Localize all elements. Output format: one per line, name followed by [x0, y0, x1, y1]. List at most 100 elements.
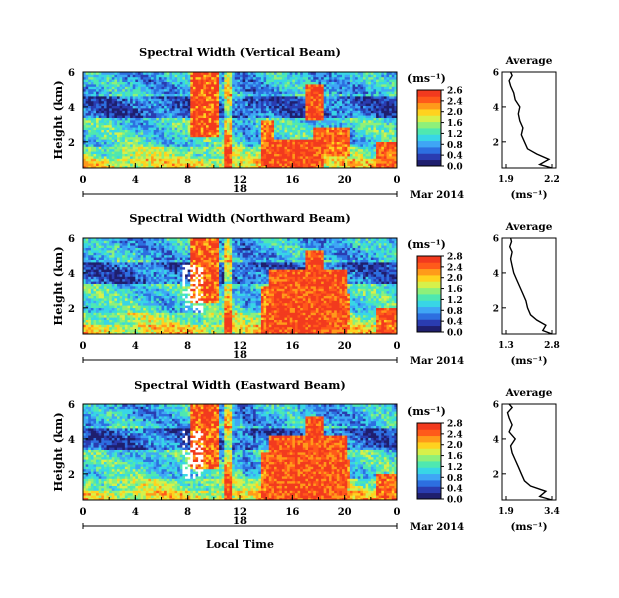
heatmap-cell [213, 122, 217, 126]
heatmap-cell [169, 127, 173, 130]
heatmap-cell [300, 115, 304, 118]
heatmap-cell [253, 79, 257, 82]
heatmap-cell [323, 98, 327, 102]
heatmap-cell [334, 74, 338, 78]
heatmap-cell [289, 156, 293, 159]
heatmap-cell [226, 134, 230, 138]
heatmap-cell [114, 100, 118, 104]
heatmap-cell [83, 163, 87, 166]
heatmap-cell [260, 163, 264, 166]
heatmap-cell [83, 146, 87, 150]
heatmap-cell [308, 132, 312, 135]
heatmap-cell [151, 115, 155, 118]
heatmap-cell [161, 127, 165, 130]
heatmap-cell [355, 100, 359, 104]
heatmap-cell [127, 93, 131, 97]
heatmap-cell [360, 129, 364, 133]
heatmap-cell [124, 132, 128, 135]
heatmap-cell [169, 81, 173, 85]
heatmap-cell [271, 156, 275, 159]
heatmap-cell [166, 129, 170, 133]
heatmap-cell [292, 72, 296, 75]
heatmap-cell [349, 96, 353, 99]
heatmap-cell [234, 153, 238, 157]
heatmap-cell [271, 144, 275, 147]
heatmap-cell [328, 81, 332, 85]
heatmap-cell [260, 110, 264, 114]
heatmap-cell [297, 98, 301, 102]
heatmap-cell [219, 124, 223, 128]
heatmap-cell [226, 108, 230, 111]
heatmap-cell [376, 108, 380, 111]
heatmap-cell [297, 136, 301, 140]
heatmap-cell [166, 100, 170, 104]
heatmap-cell [151, 72, 155, 75]
heatmap-cell [88, 319, 92, 323]
heatmap-cell [166, 117, 170, 121]
heatmap-cell [205, 93, 209, 97]
heatmap-cell [266, 153, 270, 157]
heatmap-cell [365, 158, 369, 162]
heatmap-cell [326, 146, 330, 150]
heatmap-cell [289, 124, 293, 128]
heatmap-cell [119, 84, 123, 87]
heatmap-cell [148, 98, 152, 102]
heatmap-cell [339, 81, 343, 85]
heatmap-cell [331, 139, 335, 142]
heatmap-cell [368, 93, 372, 97]
heatmap-cell [224, 144, 228, 147]
heatmap-cell [161, 158, 165, 162]
heatmap-cell [85, 72, 89, 75]
heatmap-cell [85, 122, 89, 126]
heatmap-cell [114, 115, 118, 118]
heatmap-cell [394, 163, 398, 166]
heatmap-cell [281, 74, 285, 78]
heatmap-cell [153, 134, 157, 138]
heatmap-cell [174, 117, 178, 121]
heatmap-cell [250, 96, 254, 99]
heatmap-cell [114, 103, 118, 106]
heatmap-cell [281, 165, 285, 169]
heatmap-cell [226, 86, 230, 90]
heatmap-cell [378, 98, 382, 102]
heatmap-cell [143, 112, 147, 116]
heatmap-cell [247, 146, 251, 150]
heatmap-cell [321, 146, 325, 150]
heatmap-cell [315, 81, 319, 85]
heatmap-cell [352, 98, 356, 102]
heatmap-cell [365, 93, 369, 97]
heatmap-cell [302, 158, 306, 162]
heatmap-cell [250, 84, 254, 87]
heatmap-cell [294, 122, 298, 126]
heatmap-cell [323, 156, 327, 159]
heatmap-cell [300, 98, 304, 102]
heatmap-cell [137, 115, 141, 118]
heatmap-cell [232, 134, 236, 138]
heatmap-cell [287, 110, 291, 114]
heatmap-cell [292, 103, 296, 106]
heatmap-cell [213, 93, 217, 97]
heatmap-cell [300, 151, 304, 154]
heatmap-cell [158, 103, 162, 106]
heatmap-cell [271, 103, 275, 106]
heatmap-cell [187, 156, 191, 159]
heatmap-cell [394, 134, 398, 138]
heatmap-cell [200, 84, 204, 87]
heatmap-cell [394, 122, 398, 126]
heatmap-cell [365, 72, 369, 75]
heatmap-cell [101, 156, 105, 159]
heatmap-cell [289, 112, 293, 116]
heatmap-cell [132, 79, 136, 82]
heatmap-cell [119, 86, 123, 90]
heatmap-cell [122, 103, 126, 106]
heatmap-cell [289, 103, 293, 106]
heatmap-cell [88, 124, 92, 128]
heatmap-cell [247, 151, 251, 154]
heatmap-cell [205, 100, 209, 104]
heatmap-cell [362, 124, 366, 128]
heatmap-cell [334, 112, 338, 116]
heatmap-cell [101, 79, 105, 82]
heatmap-cell [200, 153, 204, 157]
heatmap-cell [336, 151, 340, 154]
heatmap-cell [203, 98, 207, 102]
